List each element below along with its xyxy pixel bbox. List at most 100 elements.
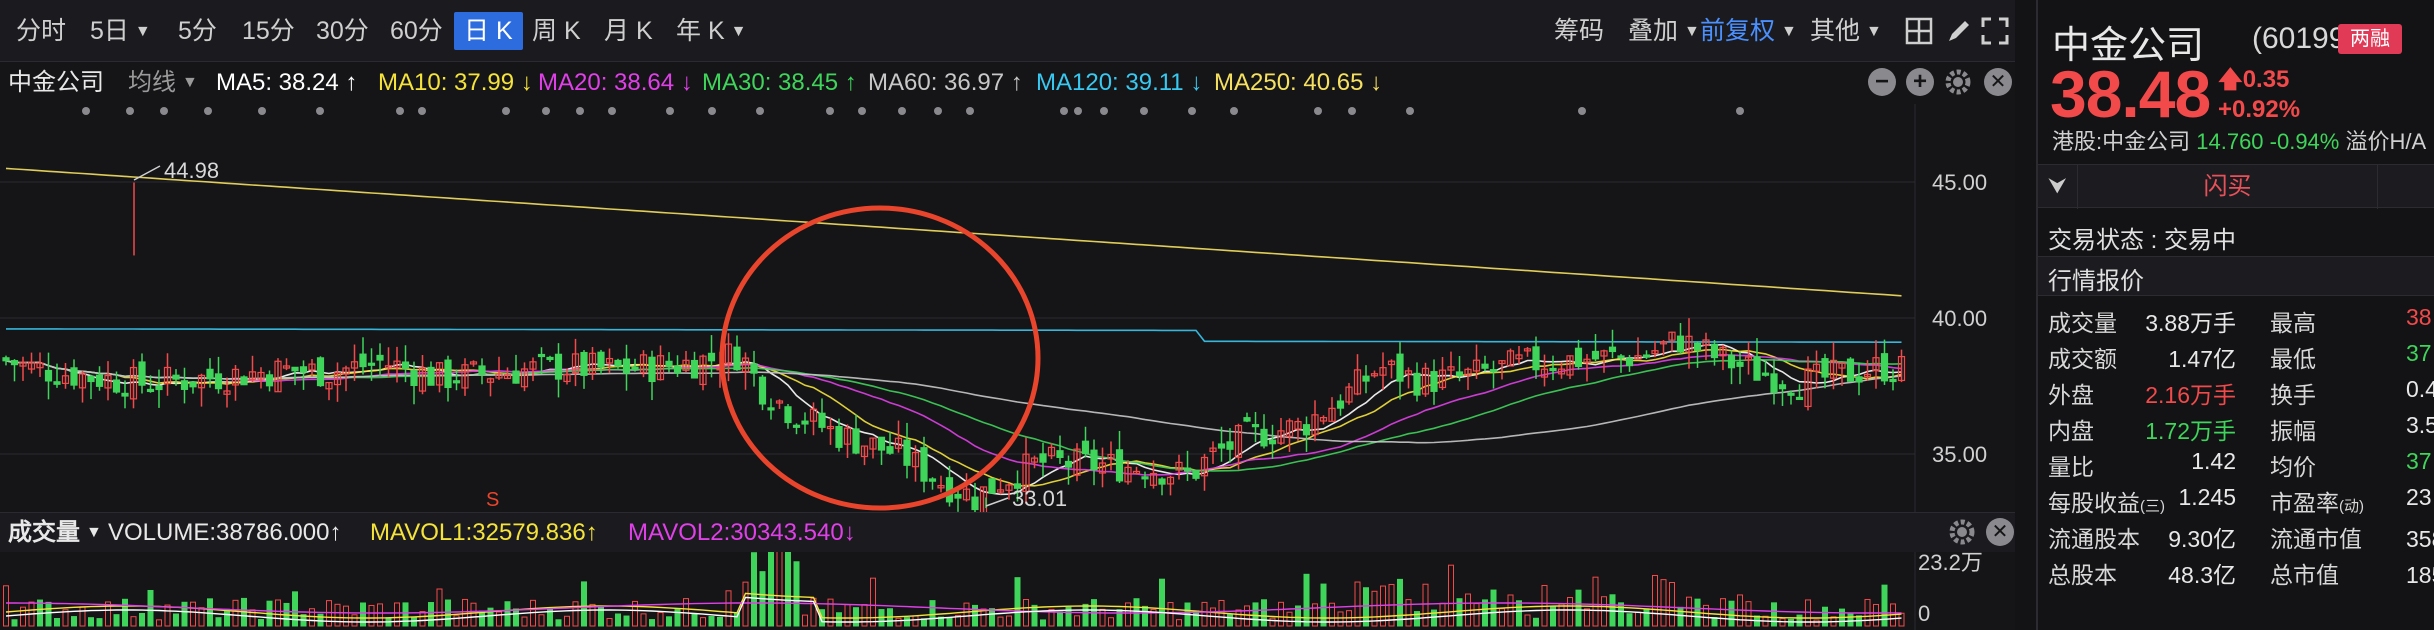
- ma20-arrow: ↓: [680, 69, 693, 96]
- volume-bar: [912, 615, 919, 627]
- candle-body: [512, 370, 520, 384]
- ma120-arrow: ↓: [1190, 69, 1203, 96]
- overlay-button[interactable]: 叠加 ▼: [1622, 12, 1706, 50]
- chips-button[interactable]: 筹码: [1554, 17, 1605, 45]
- kline-chart-area[interactable]: 分时 5日 ▼ 5分 15分 30分 60分 日 K 周 K 月 K 年 K ▼ 筹…: [0, 0, 2015, 630]
- volume-bar: [45, 601, 52, 627]
- volume-bar: [147, 589, 154, 627]
- candle-body: [1897, 355, 1906, 382]
- event-dot: [966, 107, 974, 115]
- volume-bar: [938, 616, 944, 627]
- volume-bars: [3, 537, 1905, 627]
- flash-buy-button[interactable]: 闪买: [2078, 165, 2378, 209]
- period-tab-5min[interactable]: 5分: [178, 17, 217, 45]
- volume-bar: [71, 616, 77, 627]
- candle-body: [376, 354, 384, 361]
- volume-bar: [538, 614, 545, 627]
- quote-label: 均价: [2270, 454, 2316, 480]
- volume-bar: [1618, 602, 1624, 627]
- period-tab-daily[interactable]: 日 K: [454, 12, 523, 50]
- overlay-label: 叠加: [1628, 17, 1679, 45]
- volume-bar: [666, 616, 672, 627]
- gear-icon[interactable]: [1944, 68, 1972, 96]
- volume-bar: [292, 591, 298, 627]
- candle-body: [690, 359, 699, 379]
- candle-body: [818, 412, 826, 428]
- volume-bar: [700, 617, 706, 627]
- adjust-forward-button[interactable]: 前复权 ▼: [1694, 12, 1803, 50]
- candle-body: [894, 437, 903, 449]
- candle-body: [1200, 456, 1209, 477]
- volume-selector[interactable]: 成交量 ▼: [8, 517, 102, 549]
- quote-label: 每股收益(三): [2048, 490, 2165, 516]
- period-tab-5day[interactable]: 5日 ▼: [84, 12, 157, 50]
- ma-line: [5, 359, 1902, 444]
- volume-bar: [1371, 590, 1378, 627]
- stock-name: 中金公司: [2052, 25, 2205, 67]
- volume-bar: [1074, 615, 1080, 627]
- price-tick-35: 35.00: [1932, 442, 1987, 467]
- candle-body: [937, 484, 945, 489]
- quote-value: 38: [2406, 304, 2432, 330]
- period-tab-60min[interactable]: 60分: [390, 17, 443, 45]
- candle-body: [70, 367, 78, 386]
- event-dot: [1406, 107, 1414, 115]
- quote-row: 内盘 1.72万手 振幅 3.5: [2038, 408, 2434, 444]
- plus-icon[interactable]: +: [1906, 68, 1934, 96]
- kline-chart[interactable]: 45.00 40.00 35.00 44.98 33.01 S 23.2万 0: [0, 0, 2015, 630]
- candle-body: [1081, 440, 1090, 455]
- candle-body: [1846, 358, 1855, 382]
- period-tab-weekly[interactable]: 周 K: [532, 17, 581, 45]
- volume-title: 成交量: [8, 519, 80, 546]
- candle-body: [1447, 366, 1455, 371]
- ma-type-selector[interactable]: 均线 ▼: [128, 67, 198, 99]
- price-tick-40: 40.00: [1932, 306, 1987, 331]
- volume-bar: [802, 614, 808, 627]
- candle-body: [1430, 371, 1438, 392]
- collapse-icon[interactable]: ⮟: [2038, 165, 2078, 209]
- volume-bar: [572, 601, 579, 627]
- volume-bar: [1023, 598, 1029, 627]
- candle-body: [1132, 470, 1141, 475]
- volume-bar: [207, 598, 213, 627]
- quote-row: 量比 1.42 均价 37: [2038, 444, 2434, 480]
- candle-body: [1005, 484, 1013, 491]
- event-dot: [898, 107, 906, 115]
- volume-bar: [496, 611, 502, 627]
- volume-bar: [1278, 601, 1284, 627]
- minus-icon[interactable]: −: [1868, 68, 1896, 96]
- draw-pen-icon[interactable]: [1944, 16, 1974, 46]
- volume-bar: [1898, 612, 1905, 627]
- candle-body: [767, 407, 775, 411]
- candle-body: [1863, 373, 1872, 378]
- period-tab-yearly[interactable]: 年 K ▼: [670, 12, 752, 50]
- candle-body: [1829, 359, 1838, 379]
- gear-icon[interactable]: [1948, 518, 1976, 546]
- fullscreen-icon[interactable]: [1980, 16, 2010, 46]
- close-icon[interactable]: ✕: [1986, 518, 2014, 546]
- period-tab-monthly[interactable]: 月 K: [604, 17, 653, 45]
- candle-body: [1013, 483, 1022, 489]
- ma-line: [5, 348, 1902, 488]
- event-dot: [502, 107, 510, 115]
- candle-body: [1515, 354, 1523, 360]
- candle-body: [809, 408, 818, 422]
- candle-body: [1540, 368, 1549, 378]
- candle-body: [1370, 373, 1379, 377]
- period-tab-15min[interactable]: 15分: [242, 17, 295, 45]
- volume-bar: [436, 588, 443, 627]
- candle-body: [1498, 360, 1506, 365]
- volume-bar: [1881, 584, 1888, 627]
- volume-bar: [521, 616, 528, 627]
- volume-bar: [1524, 614, 1531, 627]
- period-tab-30min[interactable]: 30分: [316, 17, 369, 45]
- volume-ma-lines: [5, 592, 1902, 623]
- period-tab-intraday[interactable]: 分时: [16, 17, 67, 45]
- layout-grid-icon[interactable]: [1904, 16, 1934, 46]
- volume-bar: [674, 607, 681, 627]
- volume-bar: [20, 606, 26, 627]
- volume-bar: [844, 604, 851, 627]
- volume-bar: [615, 613, 621, 627]
- close-icon[interactable]: ✕: [1984, 68, 2012, 96]
- other-button[interactable]: 其他 ▼: [1804, 12, 1888, 50]
